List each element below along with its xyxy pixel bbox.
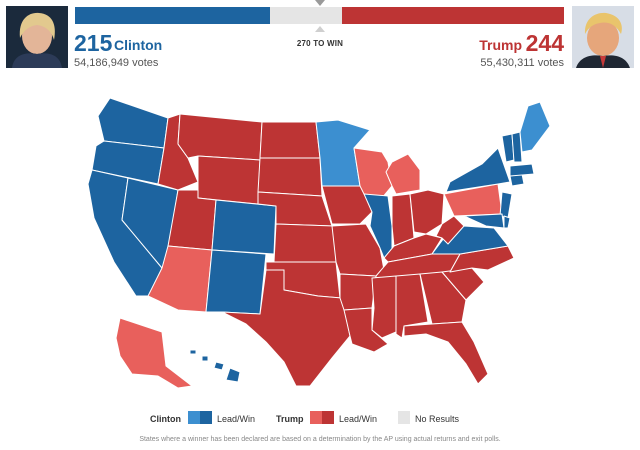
legend-trump-status: Lead/Win	[339, 414, 378, 424]
state-new-hampshire[interactable]	[511, 131, 523, 163]
legend-trump-lead-swatch	[310, 411, 322, 424]
clinton-ev-bar	[75, 7, 271, 24]
state-new-york[interactable]	[445, 147, 511, 193]
candidate-photo-clinton	[6, 6, 68, 68]
legend-trump-label: Trump	[276, 414, 304, 424]
state-montana[interactable]	[177, 113, 263, 161]
state-mississippi[interactable]	[371, 275, 397, 339]
state-north-dakota[interactable]	[259, 121, 321, 159]
trump-electoral-votes: 244	[525, 30, 564, 56]
clinton-name: Clinton	[114, 37, 163, 53]
state-louisiana[interactable]	[343, 307, 389, 353]
state-ohio[interactable]	[409, 189, 445, 235]
state-washington[interactable]	[97, 97, 169, 149]
candidate-photo-trump	[572, 6, 634, 68]
threshold-marker-top	[315, 0, 325, 6]
trump-ev-bar	[342, 7, 564, 24]
trump-popular-votes: 55,430,311 votes	[480, 57, 564, 69]
state-hawaii-oahu[interactable]	[201, 355, 209, 362]
us-results-map[interactable]	[70, 86, 570, 396]
state-delaware[interactable]	[503, 215, 511, 229]
footnote: States where a winner has been declared …	[139, 436, 501, 443]
state-colorado[interactable]	[211, 199, 277, 255]
state-south-dakota[interactable]	[257, 157, 323, 197]
state-alaska[interactable]	[115, 317, 193, 389]
legend-trump-win-swatch	[322, 411, 334, 424]
legend-clinton-win-swatch	[200, 411, 212, 424]
state-wisconsin[interactable]	[353, 147, 393, 199]
state-iowa[interactable]	[321, 185, 373, 225]
state-kansas[interactable]	[273, 223, 337, 263]
threshold-label: 270 TO WIN	[296, 39, 344, 48]
legend-clinton-label: Clinton	[150, 414, 181, 424]
legend-no-results: No Results	[415, 414, 460, 424]
state-maine[interactable]	[519, 101, 551, 153]
state-hawaii-maui[interactable]	[213, 361, 225, 371]
uncalled-ev-bar	[270, 7, 343, 24]
clinton-electoral-votes: 215	[74, 30, 113, 56]
state-arkansas[interactable]	[339, 273, 377, 311]
state-florida[interactable]	[403, 321, 489, 385]
state-hawaii-big[interactable]	[225, 367, 241, 383]
state-hawaii-kauai[interactable]	[189, 349, 197, 355]
state-massachusetts[interactable]	[509, 163, 535, 177]
state-michigan[interactable]	[385, 153, 421, 195]
legend-no-results-swatch	[398, 411, 410, 424]
state-new-mexico[interactable]	[205, 249, 267, 315]
legend-clinton-lead-swatch	[188, 411, 200, 424]
clinton-popular-votes: 54,186,949 votes	[74, 57, 159, 69]
state-texas[interactable]	[221, 269, 351, 387]
state-wyoming[interactable]	[197, 155, 261, 205]
legend-clinton-status: Lead/Win	[217, 414, 256, 424]
threshold-marker-bottom	[315, 26, 325, 32]
state-georgia[interactable]	[419, 271, 467, 325]
trump-name: Trump	[479, 37, 522, 53]
